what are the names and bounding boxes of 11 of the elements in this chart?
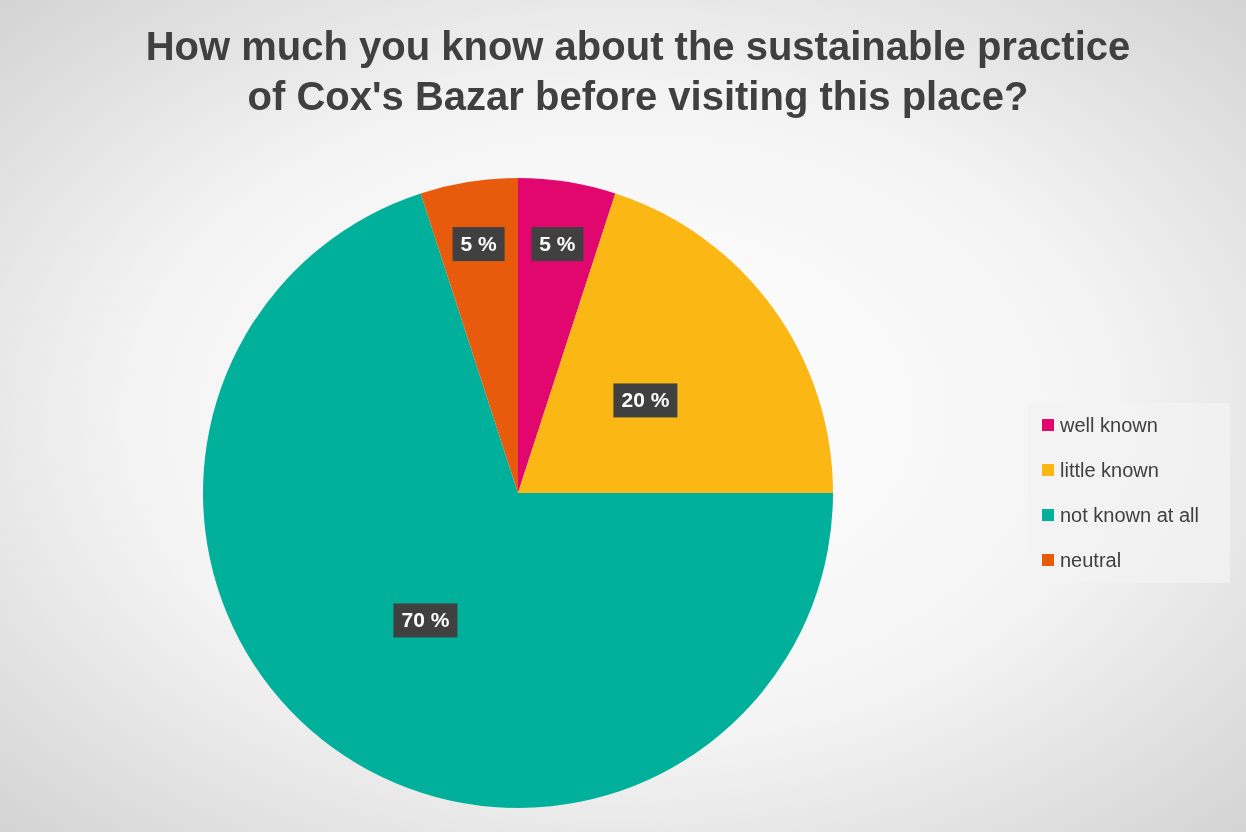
- legend-label: little known: [1060, 459, 1159, 481]
- legend-label: not known at all: [1060, 504, 1199, 526]
- data-label: 5 %: [539, 232, 576, 256]
- data-label: 20 %: [621, 388, 670, 412]
- legend-label: well known: [1059, 414, 1158, 436]
- pie-slice: [518, 193, 833, 493]
- data-label: 5 %: [460, 232, 497, 256]
- legend-label: neutral: [1060, 549, 1122, 571]
- pie-slice: [203, 193, 833, 808]
- chart-title: How much you know about the sustainable practice of Cox's Bazar before visiting this place?: [145, 24, 1131, 118]
- data-label: 70 %: [401, 608, 450, 632]
